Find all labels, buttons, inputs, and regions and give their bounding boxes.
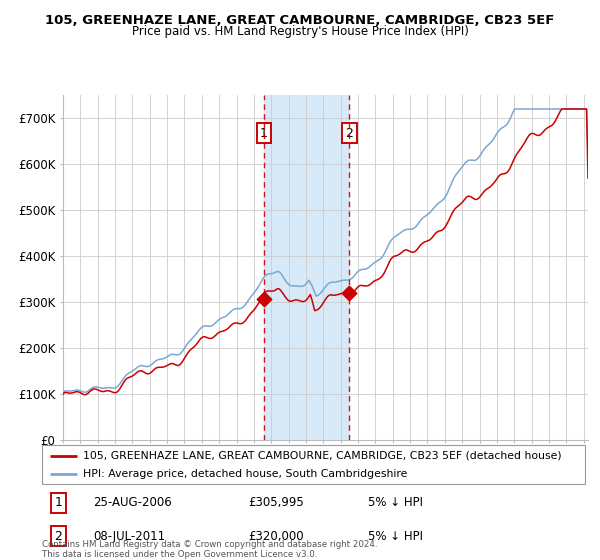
Point bbox=[344, 288, 354, 297]
Text: 1: 1 bbox=[55, 496, 62, 509]
Text: £320,000: £320,000 bbox=[248, 530, 304, 543]
Point bbox=[259, 295, 269, 304]
Text: 5% ↓ HPI: 5% ↓ HPI bbox=[368, 530, 423, 543]
Text: Contains HM Land Registry data © Crown copyright and database right 2024.
This d: Contains HM Land Registry data © Crown c… bbox=[42, 540, 377, 559]
Bar bbox=[264, 95, 349, 440]
Text: 08-JUL-2011: 08-JUL-2011 bbox=[94, 530, 166, 543]
Text: 105, GREENHAZE LANE, GREAT CAMBOURNE, CAMBRIDGE, CB23 5EF (detached house): 105, GREENHAZE LANE, GREAT CAMBOURNE, CA… bbox=[83, 451, 562, 461]
Text: 5% ↓ HPI: 5% ↓ HPI bbox=[368, 496, 423, 509]
Text: 105, GREENHAZE LANE, GREAT CAMBOURNE, CAMBRIDGE, CB23 5EF: 105, GREENHAZE LANE, GREAT CAMBOURNE, CA… bbox=[46, 14, 554, 27]
Text: HPI: Average price, detached house, South Cambridgeshire: HPI: Average price, detached house, Sout… bbox=[83, 469, 407, 479]
Text: 2: 2 bbox=[346, 127, 353, 139]
Text: Price paid vs. HM Land Registry's House Price Index (HPI): Price paid vs. HM Land Registry's House … bbox=[131, 25, 469, 38]
FancyBboxPatch shape bbox=[42, 445, 585, 484]
Text: 2: 2 bbox=[55, 530, 62, 543]
Text: £305,995: £305,995 bbox=[248, 496, 304, 509]
Text: 1: 1 bbox=[260, 127, 268, 139]
Text: 25-AUG-2006: 25-AUG-2006 bbox=[94, 496, 172, 509]
